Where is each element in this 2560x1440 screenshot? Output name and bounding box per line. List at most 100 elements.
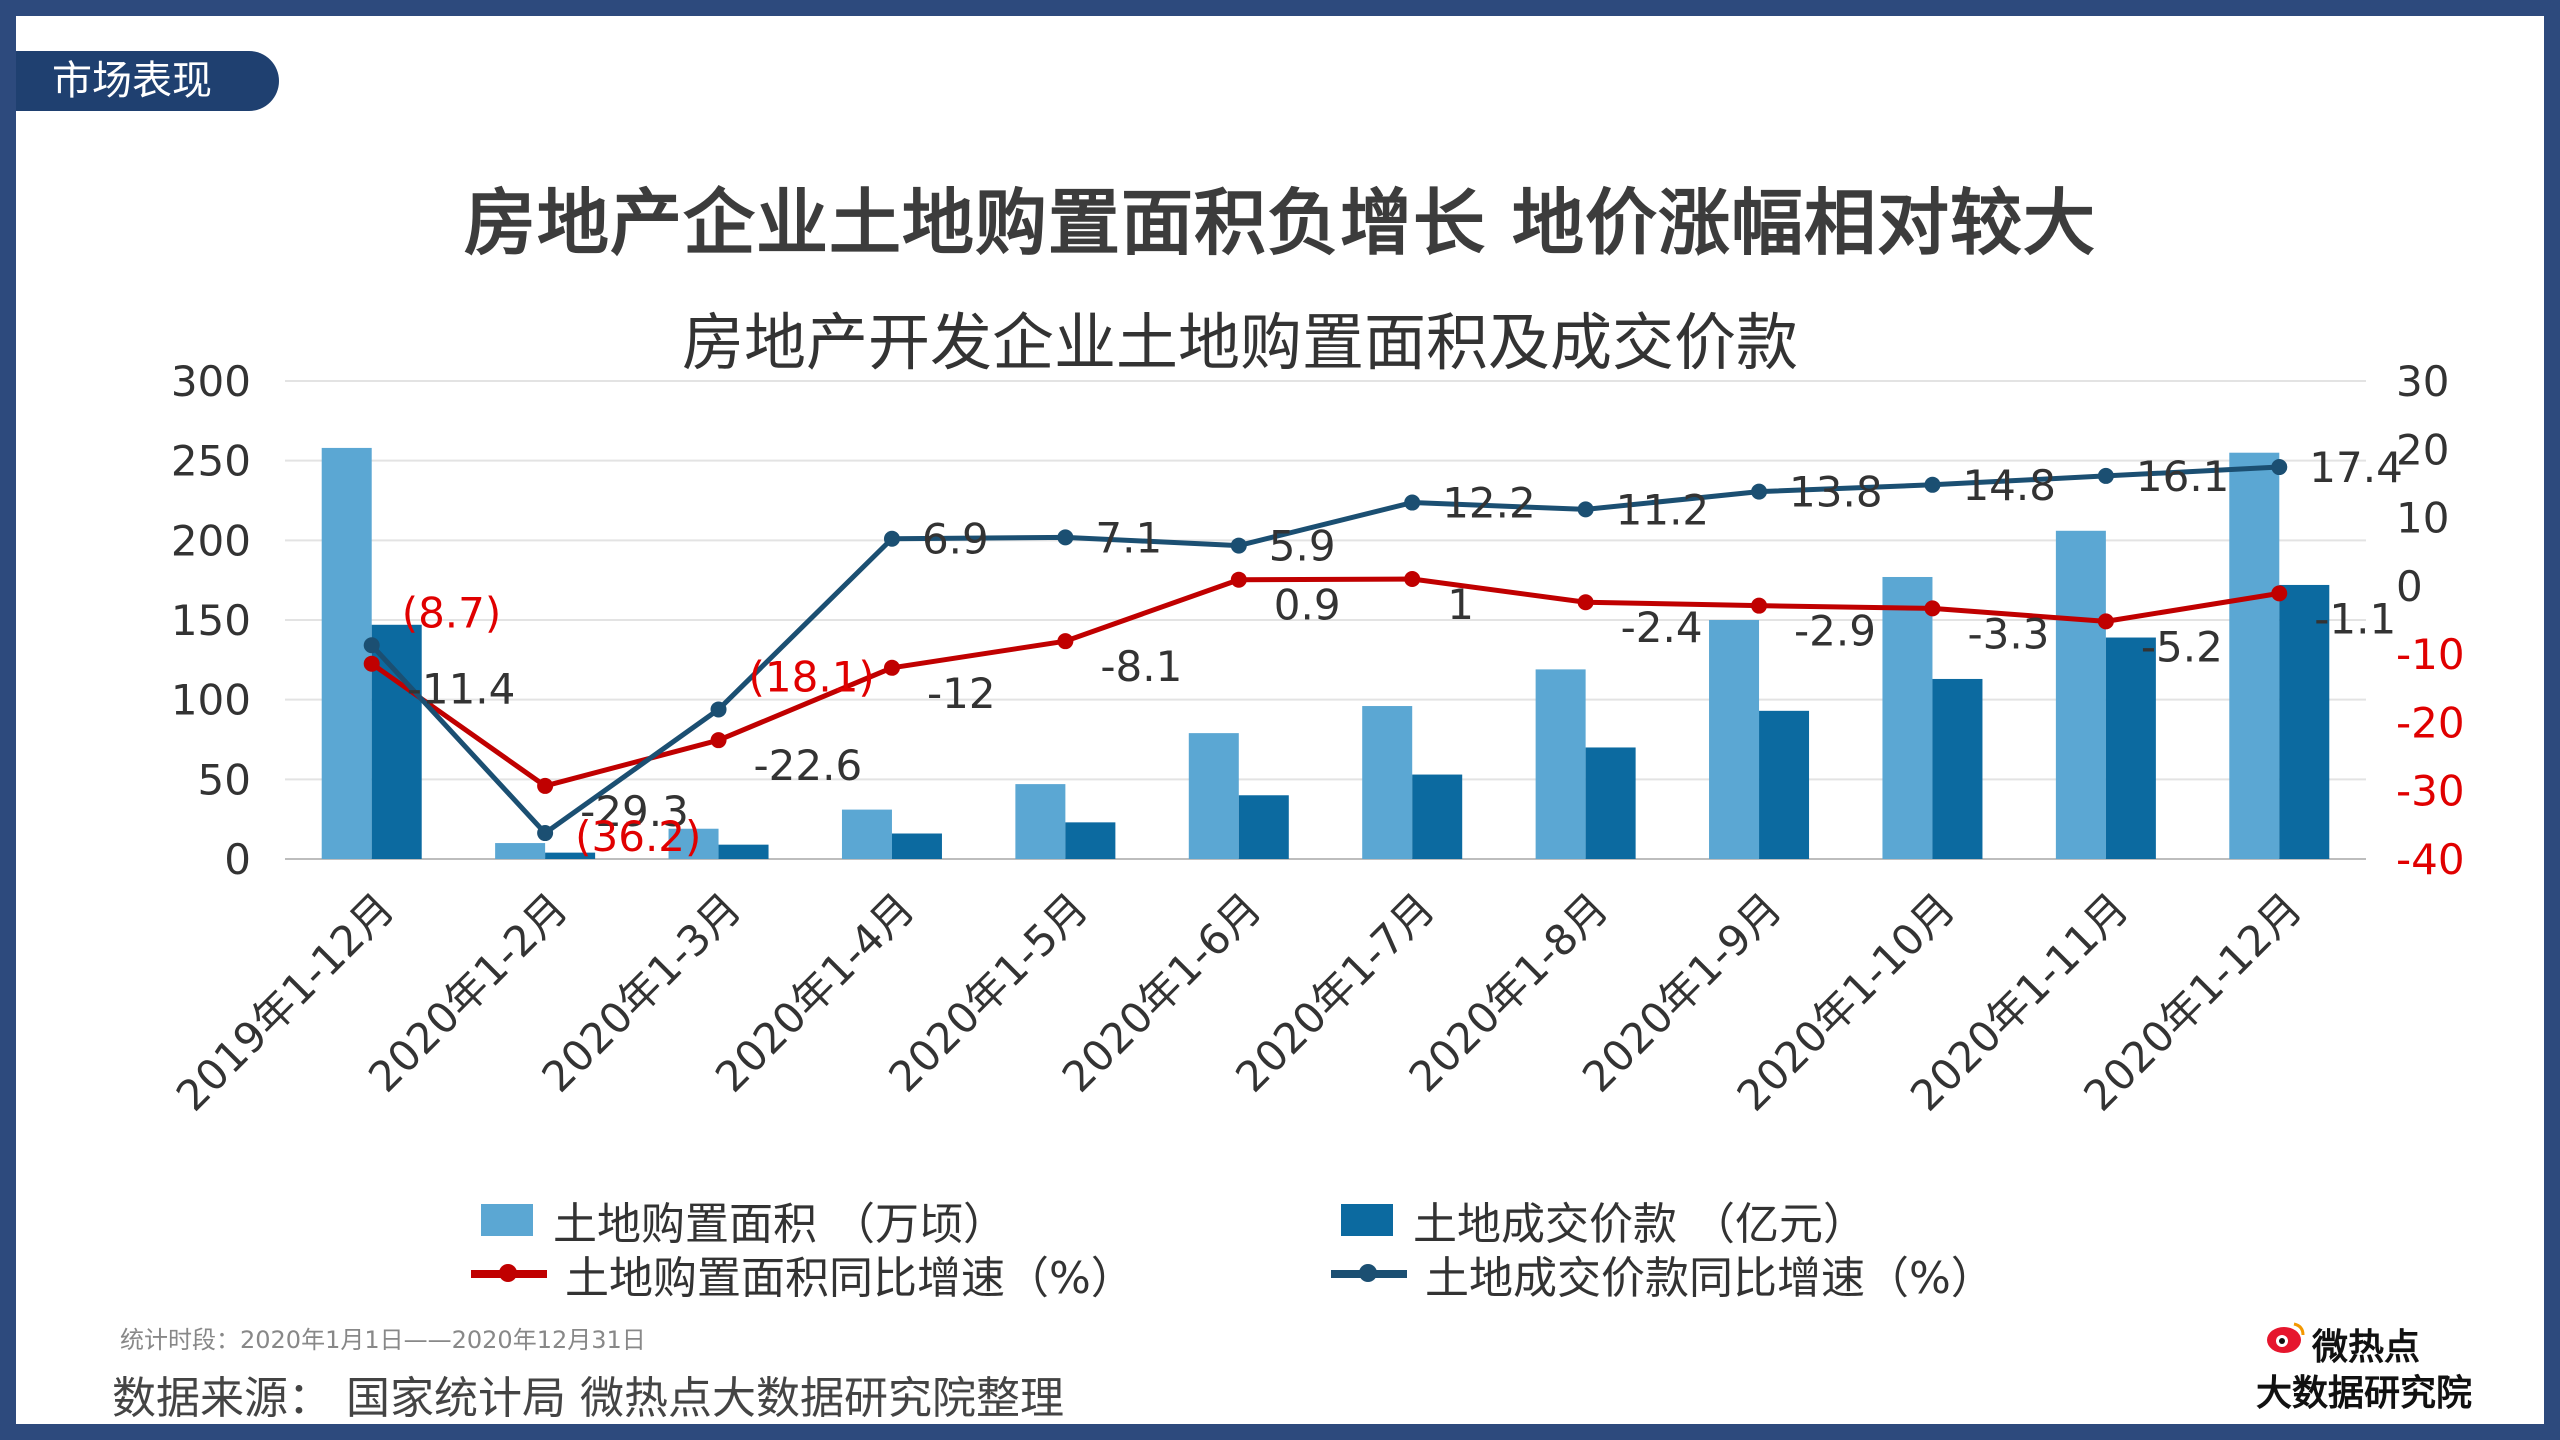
right-axis-tick-label: -20 xyxy=(2396,698,2465,747)
bar xyxy=(1362,706,1413,859)
bar xyxy=(1932,678,1983,859)
slide-panel: 市场表现 房地产企业土地购置面积负增长 地价涨幅相对较大 房地产开发企业土地购置… xyxy=(16,16,2544,1424)
legend-swatch xyxy=(1341,1204,1393,1236)
data-label: -3.3 xyxy=(1967,609,2049,658)
bar xyxy=(371,624,422,859)
stat-period: 统计时段：2020年1月1日——2020年12月31日 xyxy=(120,1326,646,1354)
line-point xyxy=(1057,529,1074,546)
right-axis-tick-label: 20 xyxy=(2396,425,2449,474)
right-axis-tick-label: -10 xyxy=(2396,630,2465,679)
line-point xyxy=(1057,633,1074,650)
line-point xyxy=(883,530,900,547)
data-label: -8.1 xyxy=(1100,642,1182,691)
bar xyxy=(2279,584,2330,859)
line-point xyxy=(363,637,380,654)
section-tag: 市场表现 xyxy=(16,51,279,111)
bar xyxy=(718,844,769,859)
bar xyxy=(495,843,546,859)
right-axis-tick-label: -40 xyxy=(2396,835,2465,884)
data-label: 6.9 xyxy=(922,515,989,564)
line-point xyxy=(1751,597,1768,614)
data-label: -12 xyxy=(927,669,996,718)
data-label: 5.9 xyxy=(1269,522,1336,571)
chart-title: 房地产开发企业土地购置面积及成交价款 xyxy=(681,306,1798,379)
bar xyxy=(841,809,892,859)
line-point xyxy=(1577,594,1594,611)
line-point xyxy=(1230,537,1247,554)
legend-item-price-bar: 土地成交价款 （亿元） xyxy=(1341,1188,1867,1252)
bar xyxy=(1065,822,1116,859)
bar xyxy=(321,447,372,859)
right-axis-tick-label: 10 xyxy=(2396,494,2449,543)
bar xyxy=(545,852,596,859)
data-source: 数据来源： 国家统计局 微热点大数据研究院整理 xyxy=(112,1373,1064,1424)
combo-chart: 0 50 100 150 200 250 300 -40 -30 -20 -10 0 10 20 30 201… xyxy=(167,357,2465,1120)
left-axis-tick-label: 250 xyxy=(171,437,251,486)
line-point xyxy=(1924,600,1941,617)
data-label: 7.1 xyxy=(1095,513,1162,562)
bar xyxy=(668,828,719,859)
bar xyxy=(1709,620,1760,859)
data-label: 16.1 xyxy=(2136,452,2230,501)
right-axis-tick-label: 30 xyxy=(2396,357,2449,406)
page-title: 房地产企业土地购置面积负增长 地价涨幅相对较大 xyxy=(463,181,2097,265)
category-label: 2019年1-12月 xyxy=(167,883,404,1120)
right-axis-tick-label: -30 xyxy=(2396,767,2465,816)
bar xyxy=(1015,784,1066,859)
line-point xyxy=(1404,571,1421,588)
line-point xyxy=(1751,483,1768,500)
data-label: -2.4 xyxy=(1621,603,1703,652)
legend-label: 土地购置面积 （万顷） xyxy=(553,1199,1007,1250)
bar xyxy=(1188,733,1239,859)
data-label: 0.9 xyxy=(1274,581,1341,630)
legend-swatch xyxy=(1331,1264,1407,1282)
data-label: 11.2 xyxy=(1616,485,1710,534)
bar xyxy=(2229,452,2280,859)
weibo-eye-icon xyxy=(2267,1322,2305,1353)
left-axis-tick-label: 300 xyxy=(171,357,251,406)
data-label: 1 xyxy=(1447,580,1474,629)
data-label: (18.1) xyxy=(749,652,875,701)
left-axis-tick-label: 100 xyxy=(171,676,251,725)
line-point xyxy=(1230,571,1247,588)
left-axis-tick-label: 0 xyxy=(224,835,251,884)
left-axis-tick-label: 50 xyxy=(198,755,251,804)
data-label: 13.8 xyxy=(1789,468,1883,517)
bar xyxy=(1238,795,1289,859)
line-point xyxy=(710,701,727,718)
data-label: -1.1 xyxy=(2314,594,2396,643)
data-label: -2.9 xyxy=(1794,607,1876,656)
line-point xyxy=(2097,467,2114,484)
line-point xyxy=(883,659,900,676)
data-label: -5.2 xyxy=(2141,622,2223,671)
data-label: (8.7) xyxy=(402,588,502,637)
bar xyxy=(2105,637,2156,859)
legend-label: 土地成交价款同比增速（%） xyxy=(1425,1253,1995,1304)
line-point xyxy=(1577,501,1594,518)
line-point xyxy=(710,732,727,749)
data-label: 14.8 xyxy=(1962,461,2056,510)
line-point xyxy=(1404,494,1421,511)
brand-logo: 微热点 大数据研究院 xyxy=(2246,1316,2516,1414)
legend-item-area-line: 土地购置面积同比增速（%） xyxy=(471,1242,1135,1306)
series-line xyxy=(369,464,2280,836)
bar xyxy=(1585,747,1636,859)
legend-item-area-bar: 土地购置面积 （万顷） xyxy=(481,1188,1007,1252)
line-point xyxy=(363,655,380,672)
left-axis-tick-label: 150 xyxy=(171,596,251,645)
logo-line2: 大数据研究院 xyxy=(2256,1373,2473,1414)
legend-label: 土地成交价款 （亿元） xyxy=(1413,1199,1867,1250)
line-point xyxy=(2097,613,2114,630)
line-point xyxy=(2271,585,2288,602)
line-point xyxy=(537,825,554,842)
data-label: 17.4 xyxy=(2309,443,2403,492)
line-point xyxy=(1924,476,1941,493)
legend-swatch xyxy=(471,1264,547,1282)
legend-item-price-line: 土地成交价款同比增速（%） xyxy=(1331,1242,1995,1306)
bar xyxy=(1882,576,1933,859)
data-label: -11.4 xyxy=(407,665,516,714)
data-label: -29.3 xyxy=(580,787,689,836)
data-label: 12.2 xyxy=(1442,479,1536,528)
line-point xyxy=(2271,459,2288,476)
bar xyxy=(891,833,942,859)
